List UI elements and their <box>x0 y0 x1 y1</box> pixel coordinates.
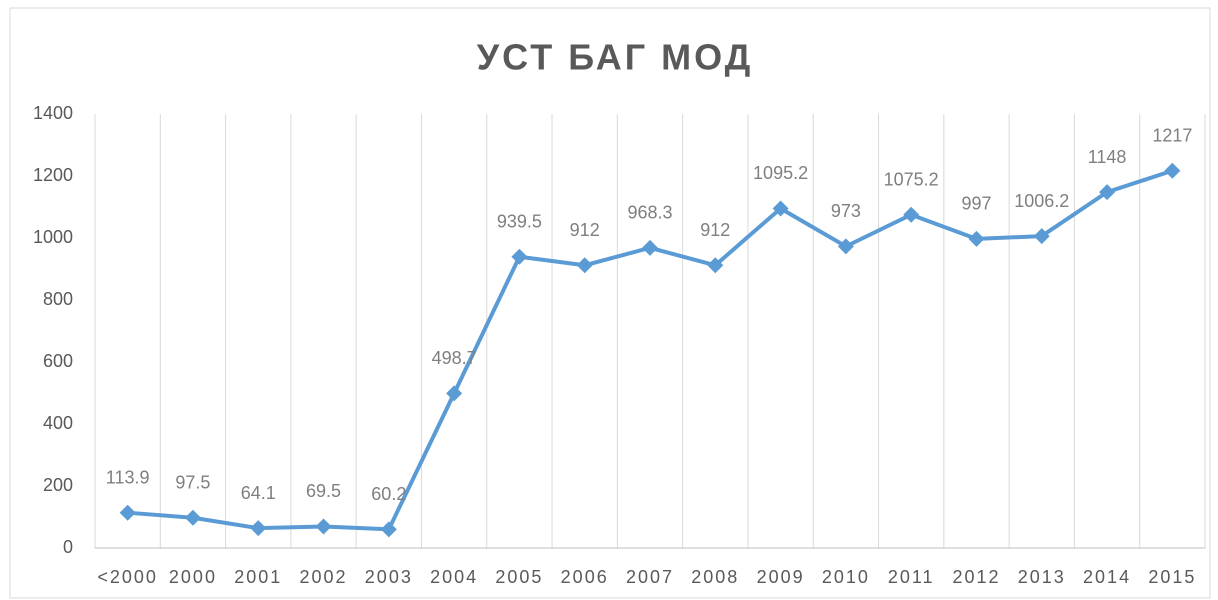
data-label: 97.5 <box>175 473 210 493</box>
x-tick-label: 2009 <box>757 567 805 587</box>
data-label: 1217 <box>1152 125 1192 145</box>
data-label: 968.3 <box>627 203 672 223</box>
data-label: 997 <box>961 194 991 214</box>
x-tick-label: 2006 <box>561 567 609 587</box>
data-label: 912 <box>570 220 600 240</box>
y-tick-label: 800 <box>43 289 73 309</box>
chart-border <box>9 7 1211 599</box>
data-label: 939.5 <box>497 212 542 232</box>
marker <box>184 509 201 526</box>
chart-title: УСТ БАГ МОД <box>477 37 754 78</box>
data-label: 1006.2 <box>1014 191 1069 211</box>
y-tick-label: 1200 <box>33 165 73 185</box>
x-tick-label: 2004 <box>430 567 478 587</box>
data-label: 1148 <box>1088 147 1127 167</box>
data-label: 60.2 <box>371 484 406 504</box>
data-label: 912 <box>700 220 730 240</box>
marker <box>511 248 528 265</box>
y-tick-label: 200 <box>43 475 73 495</box>
x-tick-label: 2007 <box>626 567 674 587</box>
marker <box>903 206 920 223</box>
marker <box>1099 184 1116 201</box>
x-tick-label: 2011 <box>888 567 935 587</box>
data-label: 973 <box>831 201 861 221</box>
y-tick-label: 1000 <box>33 227 73 247</box>
data-label: 1075.2 <box>884 169 939 189</box>
x-tick-label: 2012 <box>952 567 1000 587</box>
x-tick-label: 2000 <box>169 567 217 587</box>
marker <box>1164 162 1181 179</box>
marker <box>446 385 463 402</box>
data-label: 1095.2 <box>753 163 808 183</box>
marker <box>837 238 854 255</box>
x-tick-label: 2015 <box>1148 567 1196 587</box>
x-tick-label: 2003 <box>365 567 413 587</box>
marker <box>772 200 789 217</box>
data-label: 498.7 <box>432 348 477 368</box>
marker <box>642 239 658 256</box>
x-tick-label: 2013 <box>1018 567 1066 587</box>
marker <box>707 257 724 274</box>
marker <box>119 504 136 521</box>
x-tick-label: 2001 <box>234 567 282 587</box>
x-tick-label: 2008 <box>691 567 739 587</box>
x-tick-label: 2010 <box>822 567 870 587</box>
marker <box>1033 228 1050 245</box>
marker <box>576 257 593 274</box>
x-tick-label: <2000 <box>97 567 158 587</box>
y-tick-label: 1400 <box>33 103 73 123</box>
marker <box>968 230 985 247</box>
x-tick-label: 2002 <box>300 567 348 587</box>
x-tick-label: 2014 <box>1083 567 1131 587</box>
data-label: 64.1 <box>241 483 276 503</box>
y-tick-label: 0 <box>63 537 73 557</box>
y-tick-label: 400 <box>43 413 73 433</box>
x-tick-label: 2005 <box>495 567 543 587</box>
marker <box>315 518 332 535</box>
data-label: 113.9 <box>106 467 150 487</box>
marker <box>250 520 267 537</box>
data-label: 69.5 <box>306 481 341 501</box>
y-tick-label: 600 <box>43 351 73 371</box>
marker <box>380 521 397 538</box>
